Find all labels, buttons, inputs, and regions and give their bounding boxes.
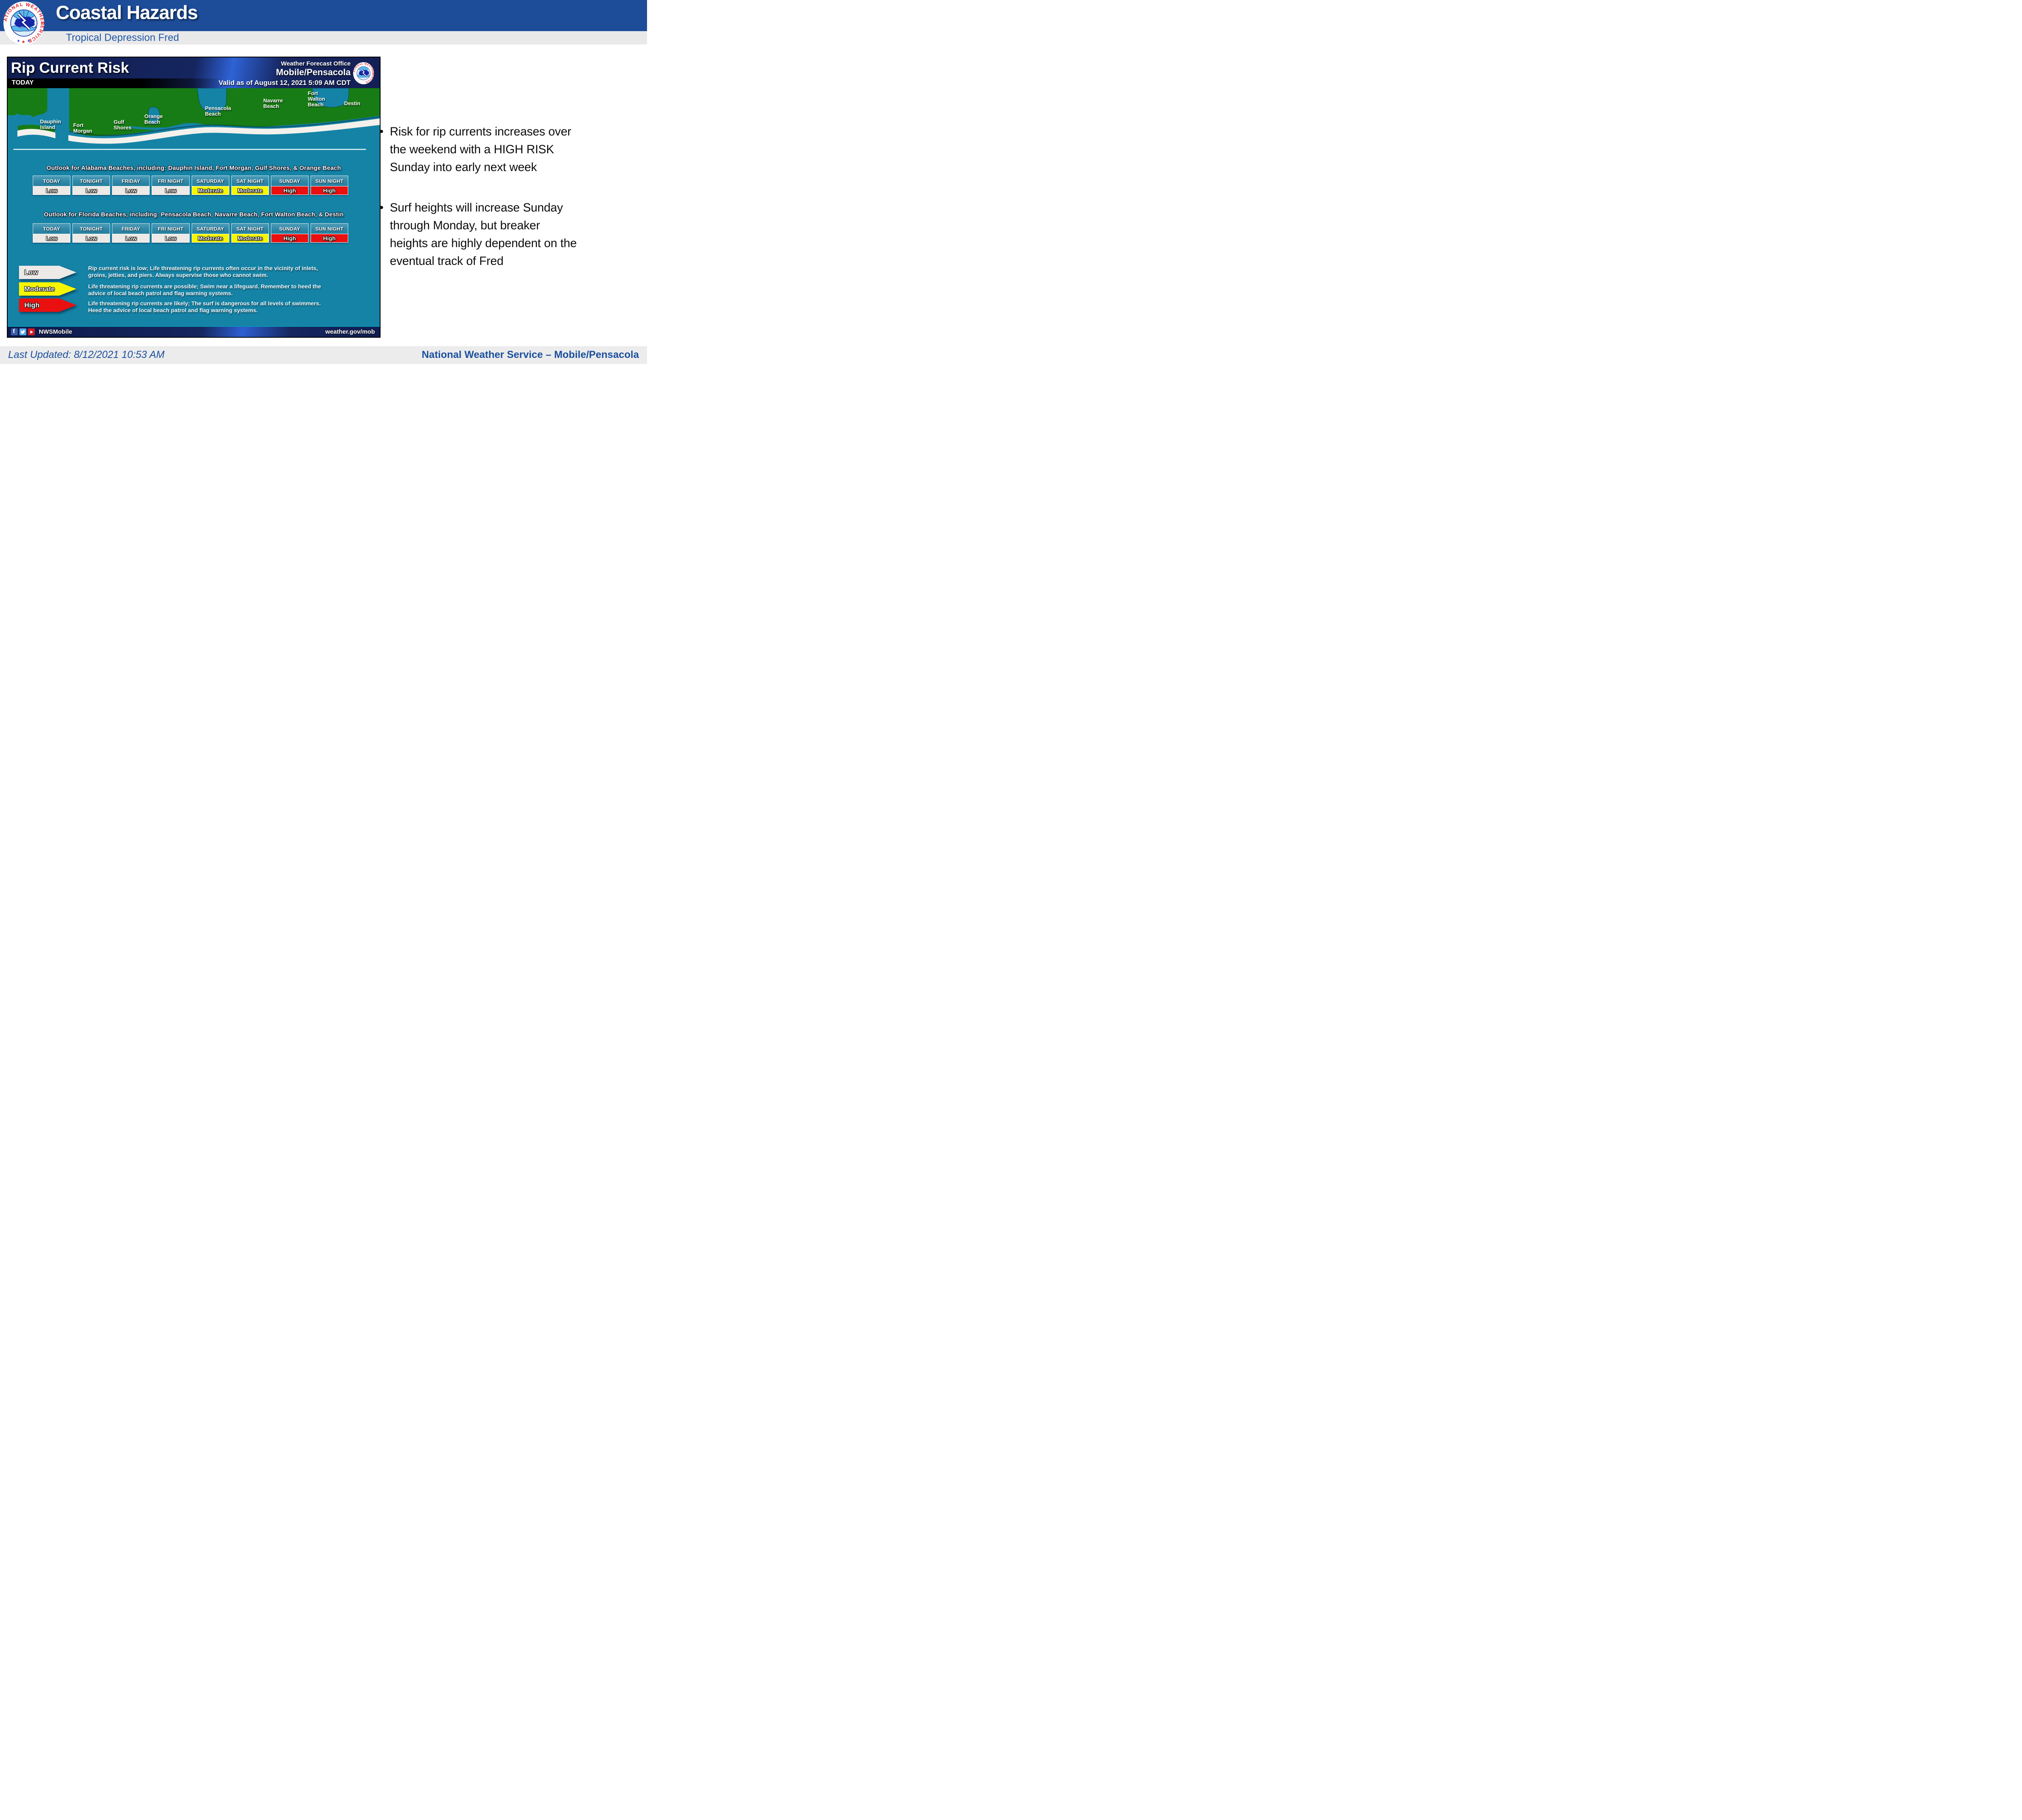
column-header: TODAY: [33, 223, 71, 234]
column-header: TODAY: [33, 176, 71, 186]
svg-text:★: ★: [21, 40, 25, 44]
map-label: Navarre Beach: [263, 97, 283, 109]
subtitle-strip: Tropical Depression Fred: [0, 31, 647, 44]
risk-value: Moderate: [191, 234, 229, 243]
column-header: SUN NIGHT: [310, 223, 348, 234]
bullet-rip-current-risk: • Risk for rip currents increases over t…: [379, 123, 633, 176]
office-name: Mobile/Pensacola: [276, 67, 351, 77]
page-subtitle: Tropical Depression Fred: [66, 32, 179, 43]
risk-value: Low: [72, 234, 110, 243]
legend-desc-high: Life threatening rip currents are likely…: [88, 301, 321, 313]
today-band: [8, 78, 380, 88]
coast-map: Dauphin Island Fort Morgan Gulf Shores O…: [8, 88, 380, 162]
column-header: SATURDAY: [191, 223, 229, 234]
column-header: SUNDAY: [271, 176, 309, 186]
column-header: SUN NIGHT: [310, 176, 348, 186]
youtube-icon: [28, 328, 35, 335]
svg-text:★: ★: [27, 39, 30, 43]
risk-value: High: [271, 186, 309, 195]
facebook-icon: f: [11, 328, 18, 335]
risk-value: Low: [152, 234, 190, 243]
alabama-outlook-table: TODAY TONIGHT FRIDAY FRI NIGHT SATURDAY …: [33, 176, 348, 195]
map-label: Fort Morgan: [73, 122, 92, 134]
weather-gov-url: weather.gov/mob: [325, 328, 375, 335]
column-header: SAT NIGHT: [231, 223, 269, 234]
svg-text:★: ★: [17, 39, 20, 43]
legend-arrow-moderate: Moderate: [19, 282, 76, 296]
nws-logo: NATIONAL WEATHER SERVICE ★ ★ ★: [3, 1, 44, 45]
risk-value: Low: [33, 186, 71, 195]
bullet-text: Risk for rip currents increases over the…: [390, 125, 571, 174]
risk-value: High: [310, 234, 348, 243]
bullet-surf-heights: • Surf heights will increase Sunday thro…: [379, 199, 633, 270]
nws-logo-small: NATIONAL WEATHER SERVICE: [353, 60, 374, 85]
florida-outlook-title: Outlook for Florida Beaches, including: …: [44, 212, 344, 218]
map-label: Destin: [344, 100, 360, 106]
column-header: FRIDAY: [112, 223, 150, 234]
legend-desc-low: Rip current risk is low; Life threatenin…: [88, 265, 318, 278]
column-header: FRI NIGHT: [152, 176, 190, 186]
graphic-header: Rip Current Risk TODAY Weather Forecast …: [8, 57, 380, 88]
risk-value: Moderate: [231, 234, 269, 243]
column-header: SAT NIGHT: [231, 176, 269, 186]
coast-map-art: [8, 88, 380, 162]
legend-label-low: Low: [19, 266, 76, 279]
bottom-bar: Last Updated: 8/12/2021 10:53 AM Nationa…: [0, 346, 647, 364]
risk-value: Low: [112, 186, 150, 195]
legend-arrow-high: High: [19, 298, 76, 312]
legend-desc-moderate: Life threatening rip currents are possib…: [88, 284, 321, 296]
risk-value: Low: [152, 186, 190, 195]
column-header: TONIGHT: [72, 223, 110, 234]
graphic-period: TODAY: [12, 79, 34, 86]
alabama-outlook-title: Outlook for Alabama Beaches, including: …: [46, 165, 341, 171]
column-header: FRIDAY: [112, 176, 150, 186]
map-label: Orange Beach: [144, 113, 163, 125]
page-title: Coastal Hazards: [56, 2, 198, 23]
map-label: Gulf Shores: [114, 119, 132, 131]
coastal-hazards-slide: Coastal Hazards Tropical Depression Fred…: [0, 0, 647, 364]
florida-outlook-table: TODAY TONIGHT FRIDAY FRI NIGHT SATURDAY …: [33, 223, 348, 243]
risk-value: High: [310, 186, 348, 195]
graphic-footer: f NWSMobile weather.gov/mob: [8, 326, 380, 337]
legend-arrow-low: Low: [19, 266, 76, 279]
social-handle: NWSMobile: [39, 328, 72, 335]
rip-current-graphic: Rip Current Risk TODAY Weather Forecast …: [7, 57, 381, 338]
risk-value: Low: [112, 234, 150, 243]
column-header: SATURDAY: [191, 176, 229, 186]
social-icons: f: [11, 328, 36, 335]
bullet-dot: •: [379, 201, 384, 214]
risk-value: Moderate: [231, 186, 269, 195]
risk-value: Moderate: [191, 186, 229, 195]
office-label: Weather Forecast Office: [281, 60, 351, 67]
bullet-dot: •: [379, 125, 384, 138]
valid-timestamp: Valid as of August 12, 2021 5:09 AM CDT: [218, 79, 351, 87]
column-header: FRI NIGHT: [152, 223, 190, 234]
risk-value: Low: [33, 234, 71, 243]
risk-value: Low: [72, 186, 110, 195]
last-updated: Last Updated: 8/12/2021 10:53 AM: [8, 349, 165, 360]
legend-label-moderate: Moderate: [19, 282, 76, 296]
map-label: Fort Walton Beach: [308, 90, 325, 108]
map-label: Pensacola Beach: [205, 105, 231, 117]
map-label: Dauphin Island: [40, 119, 61, 130]
office-signature: National Weather Service – Mobile/Pensac…: [421, 349, 639, 360]
twitter-icon: [19, 328, 26, 335]
column-header: TONIGHT: [72, 176, 110, 186]
header-bar: [0, 0, 647, 31]
graphic-title: Rip Current Risk: [11, 59, 129, 76]
risk-value: High: [271, 234, 309, 243]
bullet-text: Surf heights will increase Sunday throug…: [390, 201, 577, 268]
legend-label-high: High: [19, 298, 76, 312]
column-header: SUNDAY: [271, 223, 309, 234]
